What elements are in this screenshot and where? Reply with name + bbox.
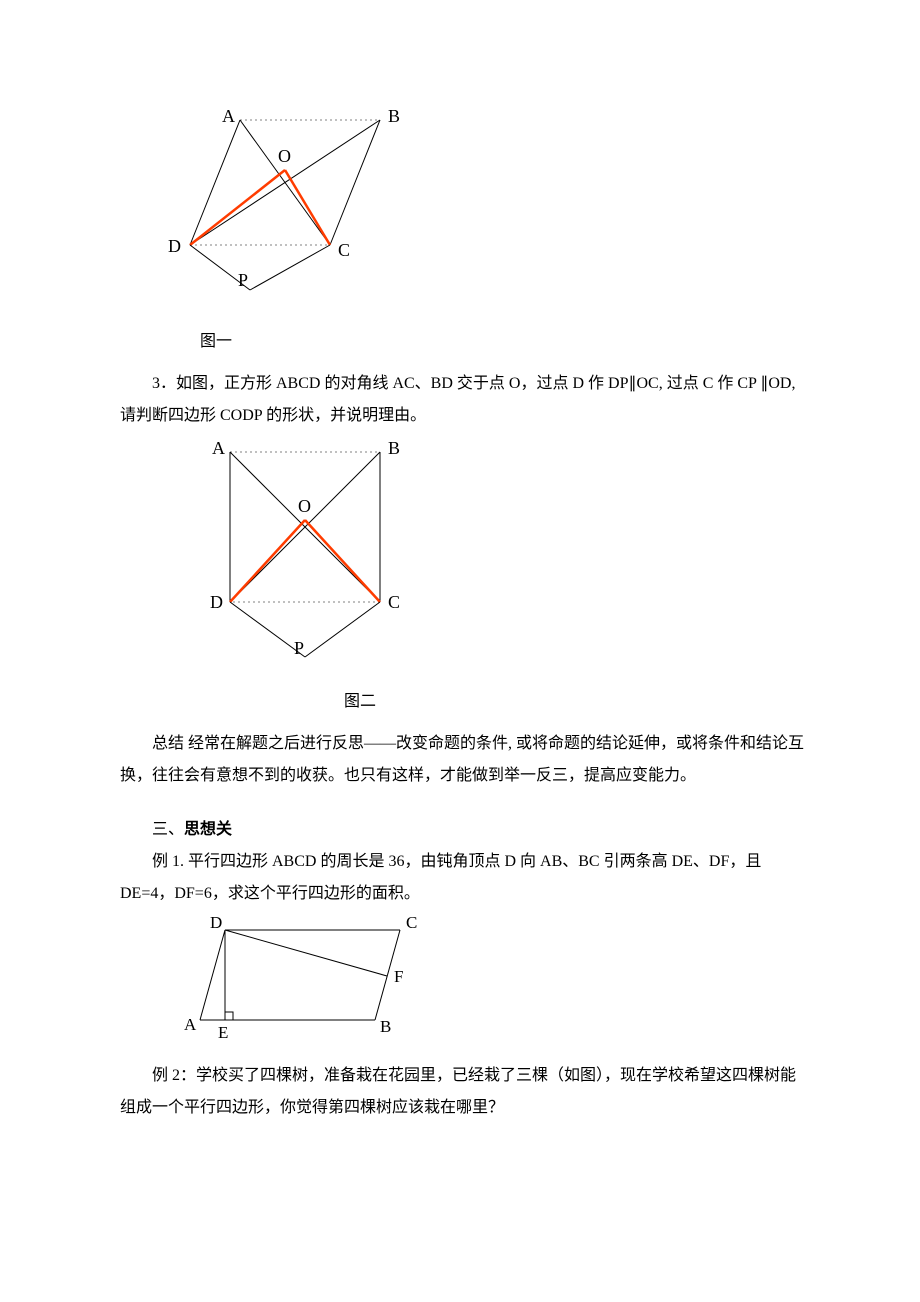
svg-text:P: P: [294, 638, 304, 658]
svg-text:A: A: [212, 438, 225, 458]
page: A B C D O P 图一 3．如图，正方形 ABCD 的对角线 AC、BD 交于点 O…: [0, 0, 920, 1184]
svg-text:C: C: [406, 913, 417, 932]
svg-text:C: C: [338, 240, 350, 260]
svg-text:B: B: [388, 106, 400, 126]
section-3-heading: 三、思想关: [120, 814, 810, 846]
svg-text:O: O: [298, 496, 311, 516]
svg-text:C: C: [388, 592, 400, 612]
svg-text:A: A: [184, 1015, 197, 1034]
figure-1: A B C D O P 图一: [160, 100, 810, 358]
svg-text:D: D: [168, 236, 181, 256]
svg-text:B: B: [388, 438, 400, 458]
section-3-prefix: 三、: [152, 821, 184, 838]
svg-text:D: D: [210, 913, 222, 932]
figure-1-caption: 图一: [200, 326, 810, 358]
example-1-text: 例 1. 平行四边形 ABCD 的周长是 36，由钝角顶点 D 向 AB、BC …: [120, 846, 810, 910]
figure-3-svg: D C A B E F: [170, 910, 430, 1050]
svg-text:F: F: [394, 967, 403, 986]
problem-3-text: 3．如图，正方形 ABCD 的对角线 AC、BD 交于点 O，过点 D 作 DP…: [120, 368, 810, 432]
figure-2-svg: A B C D O P: [190, 432, 410, 682]
figure-2-caption: 图二: [260, 686, 460, 718]
figure-1-svg: A B C D O P: [160, 100, 400, 320]
svg-text:O: O: [278, 146, 291, 166]
svg-text:D: D: [210, 592, 223, 612]
svg-text:B: B: [380, 1017, 391, 1036]
figure-2: A B C D O P 图二: [190, 432, 810, 718]
svg-text:P: P: [238, 270, 248, 290]
section-3-bold: 思想关: [184, 821, 232, 838]
svg-text:E: E: [218, 1023, 228, 1042]
svg-text:A: A: [222, 106, 235, 126]
summary-text: 总结 经常在解题之后进行反思——改变命题的条件, 或将命题的结论延伸，或将条件和…: [120, 728, 810, 792]
figure-3: D C A B E F: [170, 910, 810, 1050]
example-2-text: 例 2：学校买了四棵树，准备栽在花园里，已经栽了三棵（如图），现在学校希望这四棵…: [120, 1060, 810, 1124]
